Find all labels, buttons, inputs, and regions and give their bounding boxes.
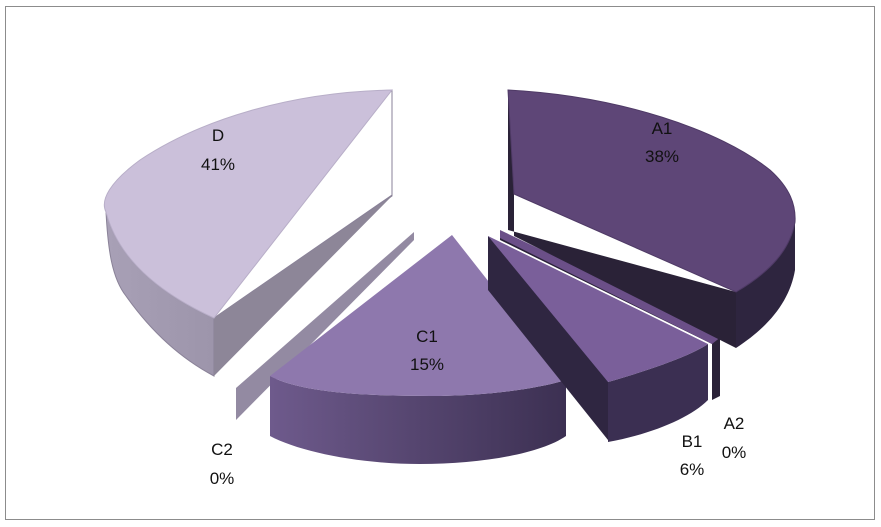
label-c2-name: C2 (211, 440, 233, 459)
slice-a1-side (736, 222, 795, 348)
label-a2-percent: 0% (722, 443, 747, 462)
label-d-percent: 41% (201, 155, 235, 174)
label-d-name: D (212, 126, 224, 145)
slice-d-wall (214, 90, 392, 376)
slice-d-top (103, 89, 394, 319)
slice-b1-inner-wall (488, 236, 608, 440)
label-c1-percent: 15% (410, 355, 444, 374)
label-b1-name: B1 (682, 432, 703, 451)
slice-b1-side (608, 344, 708, 442)
slice-a1 (507, 89, 796, 348)
slice-a2-top (500, 230, 722, 344)
label-a1-percent: 38% (645, 147, 679, 166)
label-a1-name: A1 (652, 119, 673, 138)
label-a2-name: A2 (724, 414, 745, 433)
slice-b1 (488, 236, 708, 442)
slice-a1-inner-wall (508, 90, 736, 348)
label-c1-name: C1 (416, 327, 438, 346)
slice-c1 (270, 235, 566, 464)
slice-c1-top (270, 235, 566, 396)
label-c2-percent: 0% (210, 469, 235, 488)
slice-a1-top (507, 89, 796, 293)
slice-b1-top (488, 236, 708, 382)
label-b1-percent: 6% (680, 460, 705, 479)
slice-c1-side (270, 376, 566, 464)
slice-a2 (500, 230, 722, 400)
slice-d (103, 89, 394, 377)
